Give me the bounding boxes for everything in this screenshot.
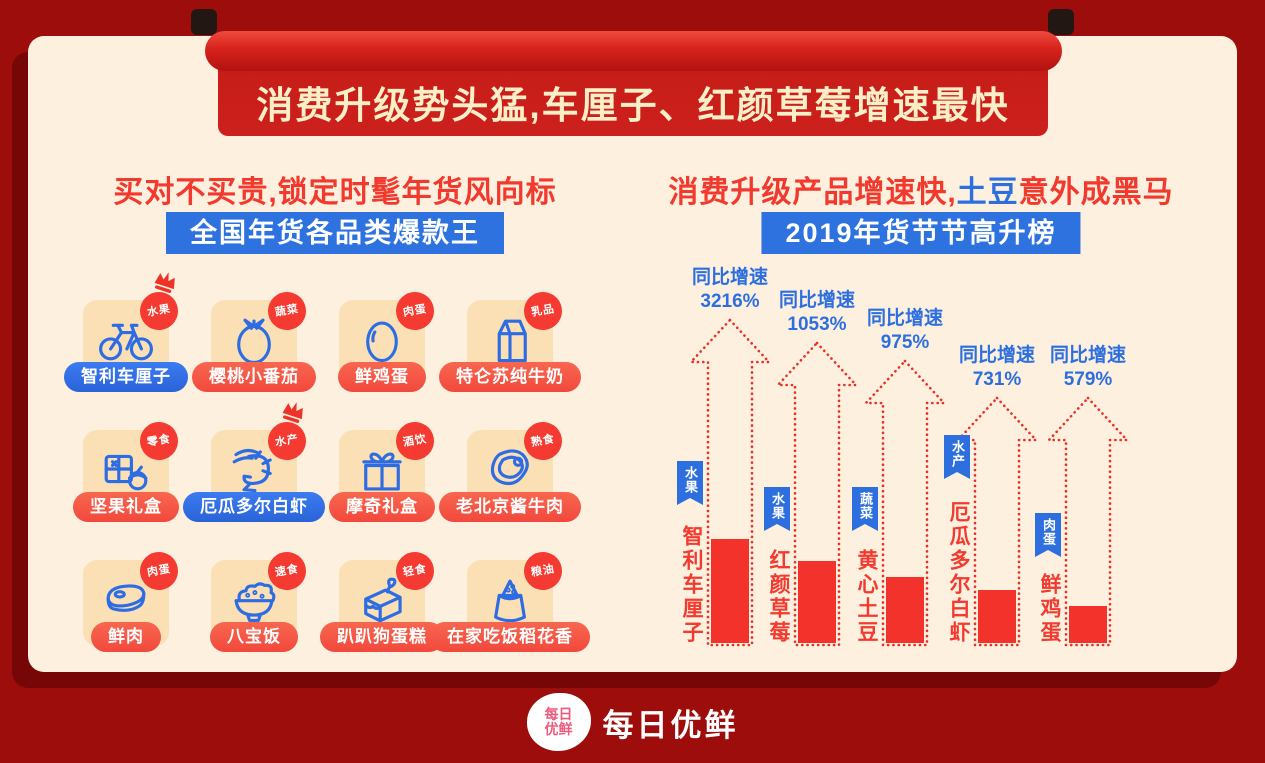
right-heading-part1: 消费升级产品增速快, (668, 176, 957, 209)
product-item: 速食 八宝饭 (190, 548, 318, 682)
beef-icon (481, 442, 539, 494)
right-heading-part2: 意外成黑马 (1018, 176, 1174, 209)
milk-carton-icon (484, 312, 536, 368)
product-label-pill: 鲜肉 (91, 622, 161, 652)
product-item: 轻食 趴趴狗蛋糕 (318, 548, 446, 682)
left-section-subheading: 全国年货各品类爆款王 (166, 212, 504, 254)
bicycle-icon (97, 312, 155, 364)
rice-bowl-icon (225, 572, 283, 624)
growth-rate-label: 同比增速 731% (907, 344, 1087, 392)
product-item: 水产 厄瓜多尔白虾 (183, 402, 325, 552)
right-heading-highlight: 土豆 (956, 176, 1019, 209)
product-item: 肉蛋 鲜肉 (62, 548, 190, 682)
bar-category-tag: 水果 (677, 461, 703, 505)
growth-arrow-icon (776, 341, 858, 647)
brand-name: 每日优鲜 (602, 707, 739, 743)
product-label-pill: 樱桃小番茄 (192, 362, 316, 392)
growth-rate-label: 同比增速 3216% (640, 266, 820, 314)
product-label-pill: 趴趴狗蛋糕 (320, 622, 444, 652)
product-item: 零食 坚果礼盒 (62, 418, 190, 552)
rice-sack-icon (483, 572, 537, 628)
growth-label-caption: 同比增速 (866, 308, 943, 329)
nut-giftbox-icon (97, 442, 155, 496)
product-label-pill: 鲜鸡蛋 (338, 362, 426, 392)
bar-category-name: 鲜鸡蛋 (1038, 573, 1061, 645)
bar-category-tag: 水产 (944, 435, 970, 479)
growth-label-value: 3216% (700, 291, 760, 312)
growth-rate-label: 同比增速 975% (815, 307, 995, 355)
crown-icon (276, 397, 309, 431)
logo-line1: 每日 (544, 706, 573, 722)
bar-category-tag: 水果 (764, 487, 790, 531)
right-section-subheading: 2019年货节节高升榜 (761, 212, 1081, 254)
product-item: 酒饮 摩奇礼盒 (318, 418, 446, 552)
product-item: 肉蛋 鲜鸡蛋 (318, 288, 446, 422)
scroll-cap-right-icon (1048, 9, 1074, 35)
bar-category-name: 厄瓜多尔白虾 (947, 501, 970, 645)
bar-category-name: 黄心土豆 (855, 549, 878, 645)
footer: 每日 优鲜 每日优鲜 (0, 690, 1265, 754)
shrimp-icon (225, 442, 283, 496)
giftbox-icon (354, 442, 410, 498)
cake-icon (353, 572, 411, 628)
product-label-pill: 八宝饭 (210, 622, 298, 652)
scroll-cap-left-icon (191, 9, 217, 35)
growth-rate-label: 同比增速 1053% (727, 289, 907, 337)
growth-label-caption: 同比增速 (958, 345, 1035, 366)
product-label-pill: 坚果礼盒 (73, 492, 179, 522)
product-label-pill: 特仑苏纯牛奶 (439, 362, 581, 392)
crown-icon (148, 267, 181, 301)
product-item: 乳品 特仑苏纯牛奶 (439, 288, 581, 422)
growth-label-value: 579% (1063, 369, 1113, 390)
growth-rate-label: 同比增速 579% (998, 344, 1178, 392)
growth-label-value: 1053% (787, 314, 847, 335)
bar-category-name: 智利车厘子 (680, 525, 703, 645)
scroll-rod-icon (205, 31, 1062, 71)
product-item: 水果 智利车厘子 (62, 272, 190, 422)
growth-arrow-icon (956, 396, 1038, 647)
growth-arrow-icon (689, 318, 771, 647)
product-label-pill: 厄瓜多尔白虾 (183, 492, 325, 522)
growth-arrow-icon (1047, 396, 1129, 647)
bar-category-tag: 肉蛋 (1035, 513, 1061, 557)
growth-label-caption: 同比增速 (778, 290, 855, 311)
meat-icon (97, 572, 155, 622)
egg-icon (357, 312, 407, 368)
product-label-pill: 智利车厘子 (64, 362, 188, 392)
logo-line2: 优鲜 (544, 721, 573, 737)
product-label-pill: 老北京酱牛肉 (439, 492, 581, 522)
product-label-pill: 摩奇礼盒 (329, 492, 435, 522)
left-section-heading: 买对不买贵,锁定时髦年货风向标 (113, 176, 557, 209)
growth-arrow-icon (864, 359, 946, 647)
bar-category-name: 红颜草莓 (767, 549, 790, 645)
right-section-heading: 消费升级产品增速快,土豆意外成黑马 (668, 167, 1173, 211)
banner-title: 消费升级势头猛,车厘子、红颜草莓增速最快 (256, 85, 1010, 126)
product-label-pill: 在家吃饭稻花香 (430, 622, 590, 652)
brand-logo-icon: 每日 优鲜 (526, 693, 591, 751)
product-item: 蔬菜 樱桃小番茄 (190, 288, 318, 422)
growth-label-value: 731% (972, 369, 1022, 390)
product-item: 粮油 在家吃饭稻花香 (430, 548, 590, 682)
growth-label-value: 975% (880, 332, 930, 353)
growth-label-caption: 同比增速 (691, 267, 768, 288)
growth-label-caption: 同比增速 (1049, 345, 1126, 366)
bar-category-tag: 蔬菜 (852, 487, 878, 531)
product-grid: 水果 智利车厘子 蔬菜 樱桃小番茄 肉蛋 鲜鸡蛋 乳品 特仑苏纯牛奶零食 坚果礼盒 水… (62, 272, 590, 682)
product-item: 熟食 老北京酱牛肉 (439, 418, 581, 552)
